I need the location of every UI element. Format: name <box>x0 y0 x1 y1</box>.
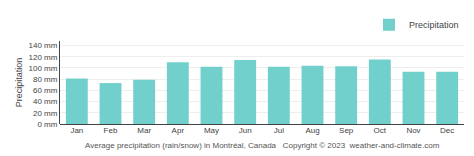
svg-text:40 mm: 40 mm <box>33 97 58 106</box>
svg-text:Oct: Oct <box>374 126 387 135</box>
svg-text:140 mm: 140 mm <box>28 41 57 50</box>
svg-text:Dec: Dec <box>440 126 454 135</box>
svg-text:Mar: Mar <box>137 126 151 135</box>
svg-text:60 mm: 60 mm <box>33 86 58 95</box>
svg-text:Precipitation: Precipitation <box>409 20 459 30</box>
svg-text:0 mm: 0 mm <box>37 120 57 129</box>
svg-text:Sep: Sep <box>339 126 354 135</box>
svg-text:Average precipitation (rain/sn: Average precipitation (rain/snow) in Mon… <box>85 141 440 150</box>
svg-text:Precipitation: Precipitation <box>14 58 24 108</box>
svg-text:100 mm: 100 mm <box>28 64 57 73</box>
svg-text:Apr: Apr <box>172 126 185 135</box>
svg-text:Jul: Jul <box>274 126 284 135</box>
svg-text:Feb: Feb <box>104 126 118 135</box>
svg-text:Jun: Jun <box>239 126 252 135</box>
svg-text:May: May <box>204 126 219 135</box>
svg-text:Aug: Aug <box>305 126 319 135</box>
svg-text:Jan: Jan <box>70 126 83 135</box>
svg-text:Nov: Nov <box>406 126 420 135</box>
svg-text:20 mm: 20 mm <box>33 109 58 118</box>
svg-text:120 mm: 120 mm <box>28 53 57 62</box>
svg-text:80 mm: 80 mm <box>33 75 58 84</box>
